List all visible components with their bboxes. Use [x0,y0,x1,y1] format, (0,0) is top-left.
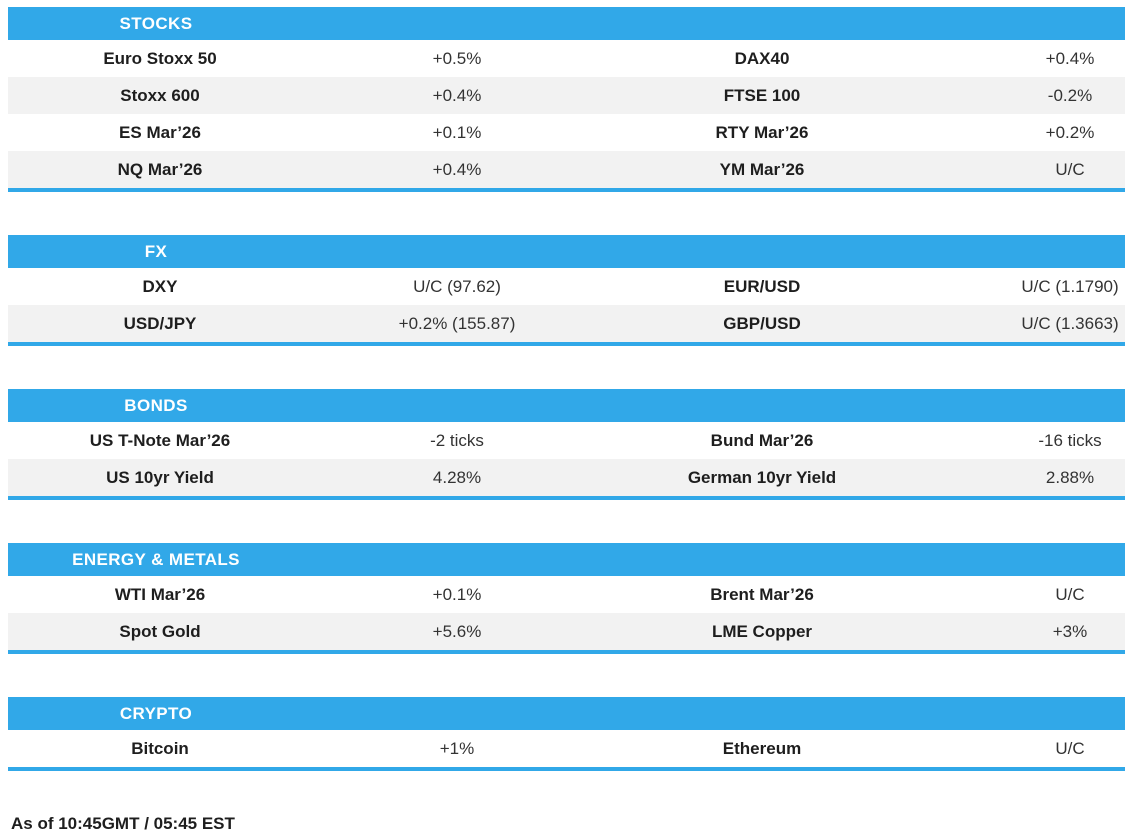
instrument-name-cell: DXY [142,277,178,296]
table-row: USD/JPY +0.2% (155.87) GBP/USD U/C (1.36… [8,305,1125,342]
section-title: STOCKS [119,13,193,33]
instrument-name-cell: Brent Mar’26 [710,585,814,604]
instrument-value-cell: +3% [1052,622,1088,641]
table-row: DXY U/C (97.62) EUR/USD U/C (1.1790) [8,268,1125,305]
instrument-value-cell: +0.1% [432,585,482,604]
table-row: NQ Mar’26 +0.4% YM Mar’26 U/C [8,151,1125,188]
section-energy-metals: ENERGY & METALS WTI Mar’26 +0.1% Brent M… [8,543,1125,654]
instrument-value-cell: U/C (1.1790) [1021,277,1119,296]
instrument-value-cell: +0.5% [432,49,482,68]
section-header: ENERGY & METALS [8,543,1125,576]
instrument-value-cell: U/C [1055,160,1085,179]
section-title: CRYPTO [119,703,193,723]
section-crypto: CRYPTO Bitcoin +1% Ethereum U/C [8,697,1125,771]
instrument-value-cell: +0.2% [1045,123,1095,142]
instrument-name-cell: Ethereum [722,739,802,758]
instrument-name-cell: Bitcoin [131,739,189,758]
instrument-name-cell: WTI Mar’26 [114,585,206,604]
instrument-value-cell: +1% [439,739,475,758]
instrument-name-cell: US 10yr Yield [106,468,214,487]
table-row: Stoxx 600 +0.4% FTSE 100 -0.2% [8,77,1125,114]
instrument-name-cell: EUR/USD [723,277,801,296]
instrument-name-cell: Spot Gold [119,622,201,641]
market-wrap: STOCKS Euro Stoxx 50 +0.5% DAX40 +0.4% S… [8,0,1125,834]
instrument-name-cell: US T-Note Mar’26 [89,431,231,450]
table-row: ES Mar’26 +0.1% RTY Mar’26 +0.2% [8,114,1125,151]
section-title: BONDS [124,395,188,415]
table-row: US T-Note Mar’26 -2 ticks Bund Mar’26 -1… [8,422,1125,459]
table-row: US 10yr Yield 4.28% German 10yr Yield 2.… [8,459,1125,496]
section-fx: FX DXY U/C (97.62) EUR/USD U/C (1.1790) … [8,235,1125,346]
instrument-name-cell: German 10yr Yield [687,468,837,487]
instrument-value-cell: +5.6% [432,622,482,641]
instrument-value-cell: +0.2% (155.87) [398,314,516,333]
instrument-value-cell: U/C [1055,585,1085,604]
instrument-value-cell: 4.28% [432,468,482,487]
table-row: Euro Stoxx 50 +0.5% DAX40 +0.4% [8,40,1125,77]
instrument-name-cell: RTY Mar’26 [715,123,809,142]
instrument-value-cell: +0.1% [432,123,482,142]
section-rows: WTI Mar’26 +0.1% Brent Mar’26 U/C Spot G… [8,576,1125,650]
section-rows: Bitcoin +1% Ethereum U/C [8,730,1125,767]
instrument-name-cell: FTSE 100 [723,86,801,105]
section-rows: DXY U/C (97.62) EUR/USD U/C (1.1790) USD… [8,268,1125,342]
instrument-value-cell: U/C [1055,739,1085,758]
instrument-name-cell: NQ Mar’26 [117,160,203,179]
instrument-value-cell: 2.88% [1045,468,1095,487]
table-row: Bitcoin +1% Ethereum U/C [8,730,1125,767]
instrument-name-cell: DAX40 [734,49,790,68]
instrument-value-cell: +0.4% [1045,49,1095,68]
instrument-name-cell: Euro Stoxx 50 [103,49,217,68]
section-header: BONDS [8,389,1125,422]
section-title: ENERGY & METALS [72,549,240,569]
instrument-value-cell: U/C (1.3663) [1021,314,1119,333]
instrument-name-cell: USD/JPY [123,314,197,333]
section-title: FX [144,241,168,261]
table-row: Spot Gold +5.6% LME Copper +3% [8,613,1125,650]
instrument-name-cell: Bund Mar’26 [710,431,814,450]
section-bonds: BONDS US T-Note Mar’26 -2 ticks Bund Mar… [8,389,1125,500]
instrument-value-cell: U/C (97.62) [413,277,501,296]
instrument-value-cell: +0.4% [432,160,482,179]
section-header: STOCKS [8,7,1125,40]
instrument-value-cell: -0.2% [1047,86,1093,105]
instrument-name-cell: Stoxx 600 [120,86,200,105]
as-of-timestamp: As of 10:45GMT / 05:45 EST [11,814,235,833]
instrument-name-cell: ES Mar’26 [119,123,201,142]
section-stocks: STOCKS Euro Stoxx 50 +0.5% DAX40 +0.4% S… [8,7,1125,192]
instrument-name-cell: YM Mar’26 [719,160,805,179]
instrument-value-cell: -16 ticks [1038,431,1102,450]
instrument-value-cell: -2 ticks [430,431,484,450]
section-header: CRYPTO [8,697,1125,730]
instrument-value-cell: +0.4% [432,86,482,105]
section-header: FX [8,235,1125,268]
section-rows: US T-Note Mar’26 -2 ticks Bund Mar’26 -1… [8,422,1125,496]
table-row: WTI Mar’26 +0.1% Brent Mar’26 U/C [8,576,1125,613]
instrument-name-cell: GBP/USD [723,314,801,333]
section-rows: Euro Stoxx 50 +0.5% DAX40 +0.4% Stoxx 60… [8,40,1125,188]
instrument-name-cell: LME Copper [711,622,813,641]
